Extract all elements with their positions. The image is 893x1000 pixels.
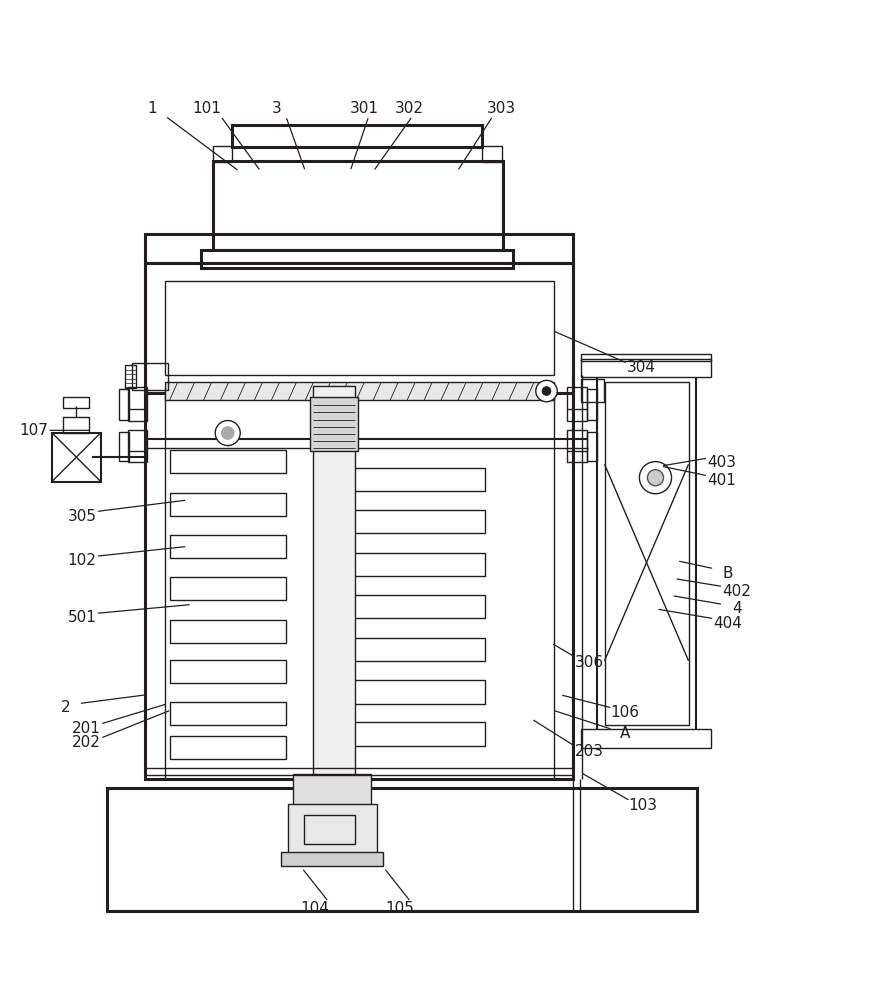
Text: 201: 201 [72, 721, 101, 736]
Bar [597, 375, 696, 732]
Bar [213, 161, 503, 250]
Bar [313, 386, 355, 779]
Bar [170, 736, 286, 759]
Text: 203: 203 [575, 744, 604, 759]
Bar [119, 389, 129, 420]
Text: 4: 4 [732, 601, 741, 616]
Bar [587, 432, 597, 461]
Bar [170, 535, 286, 558]
Bar [567, 430, 587, 462]
Circle shape [542, 387, 551, 396]
Text: 101: 101 [193, 101, 221, 116]
Text: 3: 3 [272, 101, 281, 116]
Bar [128, 430, 147, 462]
Text: 304: 304 [627, 360, 655, 375]
Text: 106: 106 [611, 705, 639, 720]
Bar [346, 680, 485, 704]
Bar [165, 281, 554, 375]
Bar [304, 815, 355, 844]
Text: 1: 1 [147, 101, 156, 116]
Text: 305: 305 [68, 509, 96, 524]
Text: B: B [722, 566, 733, 581]
Bar [581, 729, 711, 748]
Bar [346, 510, 485, 533]
Text: 303: 303 [488, 101, 516, 116]
Bar [587, 389, 597, 420]
Text: 107: 107 [20, 423, 48, 438]
Text: 501: 501 [68, 610, 96, 625]
Text: 301: 301 [350, 101, 379, 116]
Bar [567, 387, 587, 421]
Bar [170, 450, 286, 473]
Bar [107, 788, 697, 911]
Bar [201, 250, 513, 268]
Bar [232, 125, 482, 147]
Bar [170, 702, 286, 725]
Bar [170, 620, 286, 643]
Bar [165, 382, 554, 400]
Circle shape [647, 470, 663, 486]
Bar [346, 468, 485, 491]
Circle shape [639, 462, 672, 494]
Bar [605, 382, 689, 725]
Bar [63, 417, 89, 433]
Bar [213, 146, 232, 162]
Text: 2: 2 [62, 700, 71, 715]
Bar [132, 363, 168, 390]
Bar [346, 722, 485, 746]
Bar [288, 804, 377, 855]
Bar [310, 397, 358, 451]
Bar [128, 387, 147, 421]
Text: 306: 306 [575, 655, 604, 670]
Circle shape [215, 421, 240, 446]
Bar [581, 354, 711, 361]
Text: 302: 302 [395, 101, 423, 116]
Bar [482, 146, 502, 162]
Bar [125, 365, 136, 388]
Text: 401: 401 [707, 473, 736, 488]
Circle shape [536, 380, 557, 402]
Bar [52, 433, 101, 482]
Bar [63, 397, 89, 408]
Circle shape [221, 427, 234, 439]
Text: 202: 202 [72, 735, 101, 750]
Bar [145, 263, 573, 393]
Text: 102: 102 [68, 553, 96, 568]
Bar [346, 553, 485, 576]
Bar [170, 493, 286, 516]
Bar [346, 595, 485, 618]
Bar [581, 359, 711, 377]
Text: 404: 404 [714, 616, 742, 631]
Text: 403: 403 [707, 455, 736, 470]
Bar [581, 379, 604, 402]
Text: 105: 105 [386, 901, 414, 916]
Bar [119, 432, 129, 461]
Bar [293, 774, 371, 808]
Bar [281, 852, 383, 866]
Bar [170, 660, 286, 683]
Text: 402: 402 [722, 584, 751, 599]
Bar [145, 234, 573, 779]
Text: A: A [620, 726, 630, 741]
Text: 104: 104 [300, 901, 329, 916]
Bar [346, 638, 485, 661]
Text: 103: 103 [629, 798, 657, 813]
Bar [170, 577, 286, 600]
